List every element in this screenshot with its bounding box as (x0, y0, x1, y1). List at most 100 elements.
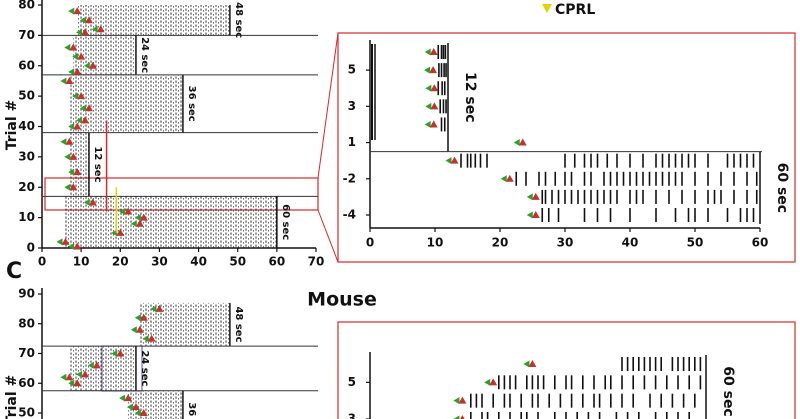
response-marker (68, 7, 75, 15)
response-marker (139, 213, 148, 221)
response-marker (139, 409, 148, 416)
raster-texture (65, 196, 277, 248)
response-marker (81, 116, 90, 124)
y-tick-label: -4 (343, 208, 356, 222)
response-marker (83, 198, 90, 206)
response-marker (77, 52, 86, 60)
y-tick-label: 70 (18, 28, 35, 42)
response-marker (64, 153, 71, 161)
response-marker (88, 198, 97, 206)
response-marker (84, 104, 93, 112)
response-marker (124, 394, 133, 402)
response-marker (131, 403, 140, 411)
y-tick-label: 50 (18, 89, 35, 103)
y-tick-label: 60 (18, 58, 35, 72)
response-marker (126, 403, 133, 411)
response-marker (65, 76, 74, 84)
legend-symbol (542, 4, 552, 13)
response-marker (64, 183, 71, 191)
x-tick-label: 50 (229, 255, 246, 269)
response-marker (430, 84, 439, 92)
response-marker (69, 43, 78, 51)
y-tick-label: 80 (18, 0, 35, 12)
chart-title: Mouse (307, 289, 377, 311)
zoom-connector (317, 32, 339, 179)
y-tick-label: 5 (348, 375, 356, 389)
response-marker (460, 415, 465, 419)
panel-label: C (6, 259, 22, 284)
response-marker (73, 67, 82, 75)
response-marker (73, 242, 82, 250)
response-marker (68, 168, 75, 176)
y-tick-label: 10 (18, 210, 35, 224)
response-marker (505, 174, 514, 182)
response-marker (119, 208, 126, 216)
response-marker (424, 48, 431, 56)
response-marker (68, 68, 75, 76)
block-label: 36 (186, 402, 197, 416)
response-marker (73, 7, 82, 15)
response-marker (73, 379, 82, 387)
response-marker (111, 350, 118, 357)
block-label: 12 sec (462, 72, 478, 122)
zoom-connector (317, 209, 339, 263)
y-tick-label: 80 (18, 316, 35, 330)
x-tick-label: 10 (73, 255, 90, 269)
response-marker (76, 116, 83, 124)
response-marker (130, 326, 137, 334)
block-label: 60 sec (720, 366, 736, 416)
y-tick-label: 30 (18, 149, 35, 163)
inset-frame (337, 321, 796, 419)
response-marker (134, 314, 141, 322)
response-marker (119, 394, 126, 402)
response-marker (61, 237, 70, 245)
response-marker (500, 175, 507, 183)
response-marker (425, 84, 432, 92)
response-marker (429, 66, 438, 74)
response-marker (116, 228, 125, 236)
response-marker (88, 61, 97, 69)
response-marker (429, 120, 438, 128)
response-marker (69, 152, 78, 160)
raster-texture (69, 346, 136, 391)
response-marker (135, 219, 144, 227)
raster-texture (69, 132, 89, 197)
x-tick-label: 60 (752, 236, 769, 250)
response-marker (155, 304, 164, 312)
response-marker (65, 373, 74, 381)
block-label: 12 sec (92, 146, 103, 182)
response-marker (68, 123, 75, 130)
response-marker (453, 397, 460, 405)
response-marker (528, 360, 537, 367)
response-marker (56, 238, 63, 246)
response-marker (531, 211, 540, 218)
response-marker (135, 325, 144, 333)
response-marker (134, 409, 141, 417)
response-marker (430, 102, 439, 110)
y-tick-label: 90 (18, 287, 35, 301)
response-marker (523, 360, 530, 368)
response-marker (87, 361, 94, 369)
response-marker (68, 379, 75, 387)
response-marker (424, 120, 431, 128)
x-tick-label: 20 (112, 255, 129, 269)
response-marker (429, 48, 438, 55)
block-label: 48 sec (233, 306, 244, 342)
response-marker (134, 214, 141, 222)
response-marker (526, 193, 533, 201)
x-tick-label: 40 (190, 255, 207, 269)
legend-label: CPRL (555, 2, 595, 18)
y-axis-title: Trial # (4, 100, 20, 151)
response-marker (76, 370, 83, 378)
response-marker (424, 66, 431, 74)
block-label: 60 sec (774, 163, 790, 213)
response-marker (531, 192, 540, 200)
response-marker (60, 138, 67, 146)
response-marker (453, 415, 460, 419)
response-marker (79, 104, 86, 112)
y-tick-label: 0 (27, 241, 35, 255)
response-marker (458, 396, 467, 404)
y-tick-label: 60 (18, 376, 35, 390)
raster-texture (69, 74, 183, 133)
